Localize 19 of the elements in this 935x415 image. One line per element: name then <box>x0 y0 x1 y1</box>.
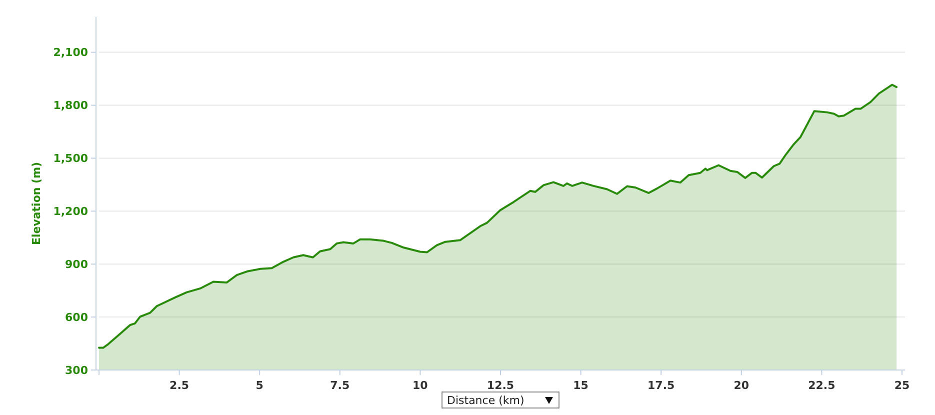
x-tick-label: 17.5 <box>648 378 675 392</box>
x-axis-title: Distance (km) <box>447 394 524 407</box>
y-tick-label: 900 <box>65 258 88 271</box>
y-tick-label: 300 <box>65 364 88 377</box>
x-tick-label: 20 <box>734 378 750 392</box>
x-tick-label: 25 <box>894 378 910 392</box>
y-tick-label: 1,500 <box>53 152 88 166</box>
x-tick-label: 5 <box>256 378 264 392</box>
x-tick-label: 12.5 <box>486 378 514 392</box>
x-tick-label: 2.5 <box>170 378 190 392</box>
y-tick-label: 2,100 <box>53 46 88 60</box>
x-tick-label: 10 <box>412 378 428 392</box>
y-axis-title: Elevation (m) <box>30 162 43 246</box>
y-tick-label: 600 <box>65 310 88 324</box>
x-tick-label: 22.5 <box>808 378 836 392</box>
y-tick-label: 1,800 <box>53 99 88 112</box>
x-tick-label: 15 <box>573 378 588 392</box>
x-tick-label: 7.5 <box>330 378 350 392</box>
y-tick-label: 1,200 <box>53 205 88 218</box>
